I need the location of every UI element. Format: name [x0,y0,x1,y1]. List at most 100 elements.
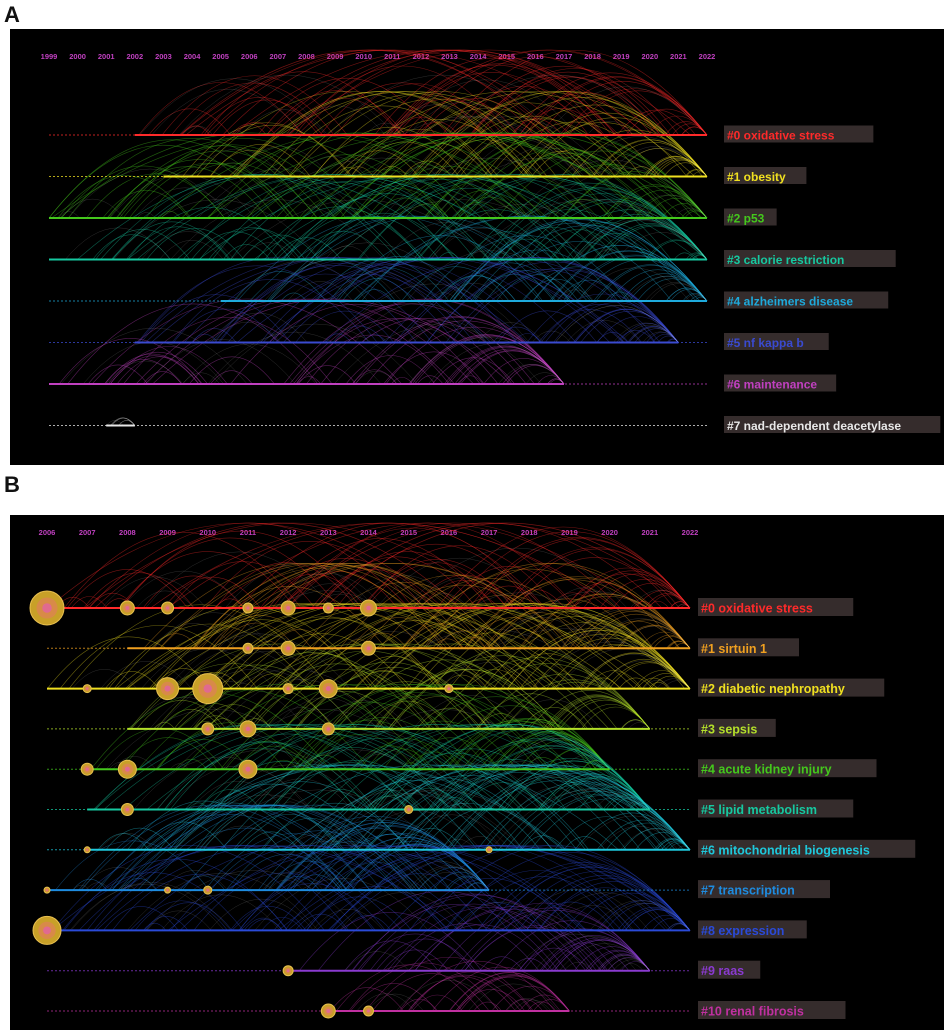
year-tick-a-2013: 2013 [441,52,458,61]
citation-node-b-21 [238,759,258,779]
svg-text:#0 oxidative stress: #0 oxidative stress [701,602,813,616]
citation-node-b-32 [363,1005,374,1017]
year-tick-b-2015: 2015 [400,528,417,537]
year-tick-b-2017: 2017 [481,528,498,537]
cluster-label-a-5: #5 nf kappa b [724,333,829,350]
year-tick-a-2016: 2016 [527,52,544,61]
svg-text:#2 diabetic nephropathy: #2 diabetic nephropathy [701,682,845,696]
year-tick-b-2013: 2013 [320,528,337,537]
year-tick-b-2014: 2014 [360,528,378,537]
svg-text:#2 p53: #2 p53 [727,211,765,225]
citation-node-b-2 [161,601,175,615]
citation-node-b-26 [43,886,51,894]
year-tick-a-2002: 2002 [126,52,143,61]
year-tick-b-2018: 2018 [521,528,538,537]
year-tick-b-2020: 2020 [601,528,618,537]
cluster-label-a-2: #2 p53 [724,208,777,226]
year-tick-a-2022: 2022 [699,52,716,61]
cluster-label-a-0: #0 oxidative stress [724,125,874,143]
svg-text:#7 transcription: #7 transcription [701,884,795,898]
citation-node-b-4 [280,600,296,616]
svg-text:#1 obesity: #1 obesity [727,170,786,184]
citation-node-b-14 [318,679,338,699]
cluster-label-a-3: #3 calorie restriction [724,250,896,267]
citation-node-b-3 [242,602,254,614]
citation-node-b-27 [164,886,172,894]
citation-node-b-8 [280,640,296,656]
panel-b-letter: B [4,472,20,497]
svg-text:#8 expression: #8 expression [701,924,784,938]
year-tick-a-2000: 2000 [69,52,86,61]
cluster-label-b-3: #3 sepsis [698,718,776,737]
citation-node-b-25 [485,846,493,854]
citation-node-b-0 [29,590,65,626]
svg-text:#0 oxidative stress: #0 oxidative stress [727,128,835,142]
year-tick-a-2008: 2008 [298,52,315,61]
citation-node-b-31 [320,1003,336,1019]
year-tick-b-2010: 2010 [199,528,216,537]
cluster-label-a-6: #6 maintenance [724,374,837,392]
citation-node-b-11 [156,677,180,701]
year-tick-a-1999: 1999 [41,52,58,61]
panel-a-letter: A [4,2,20,27]
year-tick-a-2021: 2021 [670,52,687,61]
citation-node-b-19 [80,762,94,776]
svg-text:#1 sirtuin 1: #1 sirtuin 1 [701,642,767,656]
citation-node-b-6 [360,599,377,617]
year-tick-b-2021: 2021 [641,528,658,537]
cluster-label-b-6: #6 mitochondrial biogenesis [698,839,916,858]
citation-node-b-13 [282,683,294,695]
citation-nodes-b [29,590,493,1019]
svg-text:#10 renal fibrosis: #10 renal fibrosis [701,1005,804,1019]
citation-node-b-24 [83,846,91,854]
year-tick-a-2009: 2009 [327,52,344,61]
svg-text:#6 mitochondrial biogenesis: #6 mitochondrial biogenesis [701,843,870,857]
citation-node-b-20 [117,759,137,779]
svg-text:#5 lipid metabolism: #5 lipid metabolism [701,803,817,817]
timeline-svg-a: 1999 2000 2001 2002 2003 2004 2005 2006 2007 2008… [41,49,941,433]
citation-node-b-29 [32,915,62,945]
year-tick-b-2006: 2006 [39,528,56,537]
year-tick-a-2019: 2019 [613,52,630,61]
year-tick-a-2017: 2017 [556,52,573,61]
cluster-label-a-1: #1 obesity [724,167,807,184]
year-tick-a-2003: 2003 [155,52,172,61]
cluster-label-b-0: #0 oxidative stress [698,598,854,616]
citation-node-b-1 [119,600,135,616]
svg-text:#4 acute kidney injury: #4 acute kidney injury [701,763,832,777]
year-tick-a-2001: 2001 [98,52,115,61]
cluster-label-b-2: #2 diabetic nephropathy [698,678,885,697]
svg-text:#5 nf kappa b: #5 nf kappa b [727,336,804,350]
citation-arcs-b [47,522,691,1012]
year-tick-b-2016: 2016 [441,528,458,537]
year-tick-a-2007: 2007 [270,52,287,61]
cluster-label-b-9: #9 raas [698,960,761,979]
citation-node-b-10 [82,684,92,694]
timeline-panel-b: 2006 2007 2008 2009 2010 2011 2012 2013 2014 2015… [10,515,944,1030]
year-tick-a-2006: 2006 [241,52,258,61]
citation-node-b-23 [404,805,414,814]
citation-node-b-17 [239,720,257,738]
citation-node-b-7 [242,642,254,654]
citation-node-b-5 [322,602,334,614]
timeline-panel-a: 1999 2000 2001 2002 2003 2004 2005 2006 2007 2008… [10,29,944,465]
year-tick-a-2012: 2012 [413,52,430,61]
year-tick-b-2011: 2011 [240,528,256,537]
year-tick-b-2009: 2009 [159,528,176,537]
cluster-label-b-8: #8 expression [698,920,807,939]
svg-text:#3 calorie restriction: #3 calorie restriction [727,253,844,267]
cluster-label-b-10: #10 renal fibrosis [698,1001,846,1019]
year-tick-b-2008: 2008 [119,528,136,537]
citation-node-b-18 [321,722,335,736]
svg-text:#7 nad-dependent deacetylase: #7 nad-dependent deacetylase [727,419,901,433]
citation-node-b-15 [444,684,454,694]
year-tick-b-2019: 2019 [561,528,578,537]
year-tick-a-2004: 2004 [184,52,202,61]
year-tick-a-2018: 2018 [584,52,601,61]
year-tick-b-2022: 2022 [682,528,699,537]
cluster-label-a-7: #7 nad-dependent deacetylase [724,416,941,433]
year-tick-a-2005: 2005 [212,52,229,61]
cluster-label-b-7: #7 transcription [698,880,830,899]
citation-node-b-22 [120,803,134,816]
cluster-label-a-4: #4 alzheimers disease [724,291,889,309]
